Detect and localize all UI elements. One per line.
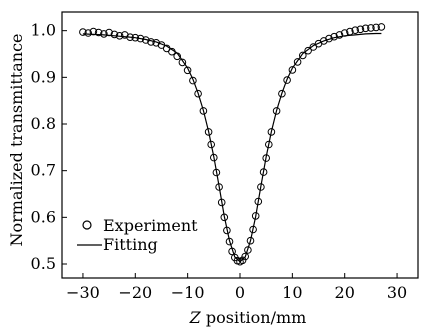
x-tick-label: 20 <box>335 283 355 302</box>
experiment-point <box>173 52 181 61</box>
legend-fitting-label: Fitting <box>103 235 158 254</box>
experiment-point <box>254 197 263 206</box>
experiment-point <box>304 46 312 55</box>
y-tick-label: 0.5 <box>31 254 56 273</box>
experiment-point <box>377 23 386 31</box>
x-axis-label-rest: position/mm <box>201 308 307 327</box>
x-tick-label: −10 <box>171 283 205 302</box>
experiment-point <box>356 25 365 34</box>
experiment-point <box>372 23 380 32</box>
experiment-point <box>228 247 236 256</box>
tick-layer <box>62 30 398 278</box>
experiment-point <box>335 31 344 39</box>
experiment-point <box>278 89 286 98</box>
experiment-point <box>162 44 171 53</box>
experiment-point <box>283 76 291 84</box>
x-tick-labels: −30 −20 −10 0 10 20 30 <box>66 283 407 302</box>
experiment-point <box>251 212 260 220</box>
x-tick-label: 0 <box>235 283 245 302</box>
experiment-point <box>346 27 354 36</box>
experiment-point <box>199 107 208 115</box>
experiment-point <box>325 34 333 43</box>
experiment-point <box>340 29 349 37</box>
experiment-point <box>220 213 229 222</box>
experiment-point <box>241 252 249 261</box>
experiment-point <box>100 30 108 38</box>
x-tick-label: −20 <box>118 283 152 302</box>
experiment-point <box>168 47 176 56</box>
experiment-point <box>147 38 155 46</box>
experiment-point <box>212 168 221 177</box>
experiment-point <box>217 198 226 207</box>
experiment-point <box>265 140 273 149</box>
experiment-point <box>126 33 134 42</box>
experiment-point <box>136 34 145 43</box>
experiment-point <box>105 28 113 37</box>
experiment-point <box>178 58 187 67</box>
y-tick-label: 0.8 <box>31 114 56 133</box>
experiment-point <box>259 168 268 176</box>
experiment-point <box>267 128 276 136</box>
experiment-point <box>131 33 140 42</box>
x-axis-label: Z position/mm <box>189 308 307 327</box>
experiment-point <box>207 140 215 149</box>
experiment-point <box>142 36 150 44</box>
experiment-point <box>293 58 302 66</box>
x-tick-label: 10 <box>282 283 302 302</box>
experiment-point <box>351 26 360 35</box>
experiment-point <box>361 24 370 33</box>
experiment-point <box>189 76 197 85</box>
x-tick-label: 30 <box>387 283 407 302</box>
experiment-layer <box>79 23 386 266</box>
legend: Experiment Fitting <box>77 216 198 254</box>
experiment-point <box>299 51 307 60</box>
experiment-point <box>309 43 318 51</box>
experiment-point <box>288 66 297 74</box>
experiment-point <box>84 29 92 37</box>
experiment-point <box>94 28 103 37</box>
y-tick-label: 0.6 <box>31 207 56 226</box>
experiment-point <box>257 183 265 191</box>
legend-experiment-label: Experiment <box>103 216 198 235</box>
experiment-point <box>115 32 124 40</box>
y-axis-label: Normalized transmittance <box>7 33 26 246</box>
experiment-point <box>157 41 166 49</box>
y-tick-labels: 0.5 0.6 0.7 0.8 0.9 1.0 <box>31 21 56 273</box>
experiment-point <box>367 24 375 32</box>
experiment-point <box>330 32 339 41</box>
experiment-point <box>238 256 247 265</box>
experiment-point <box>246 236 255 245</box>
experiment-point <box>272 107 281 115</box>
y-tick-label: 0.7 <box>31 161 56 180</box>
experiment-point <box>262 154 271 162</box>
experiment-point <box>223 226 231 235</box>
legend-experiment-marker <box>82 220 92 230</box>
experiment-point <box>183 66 192 75</box>
experiment-point <box>89 27 98 36</box>
y-tick-label: 1.0 <box>31 21 56 40</box>
experiment-point <box>210 153 218 162</box>
experiment-point <box>204 128 213 136</box>
experiment-point <box>215 183 223 191</box>
experiment-point <box>79 28 87 36</box>
experiment-point <box>249 225 257 234</box>
experiment-point <box>194 89 202 98</box>
y-tick-label: 0.9 <box>31 67 56 86</box>
experiment-point <box>110 30 119 39</box>
x-axis-label-italic: Z <box>189 308 202 327</box>
experiment-point <box>244 246 252 254</box>
x-tick-label: −30 <box>66 283 100 302</box>
experiment-point <box>225 237 234 246</box>
